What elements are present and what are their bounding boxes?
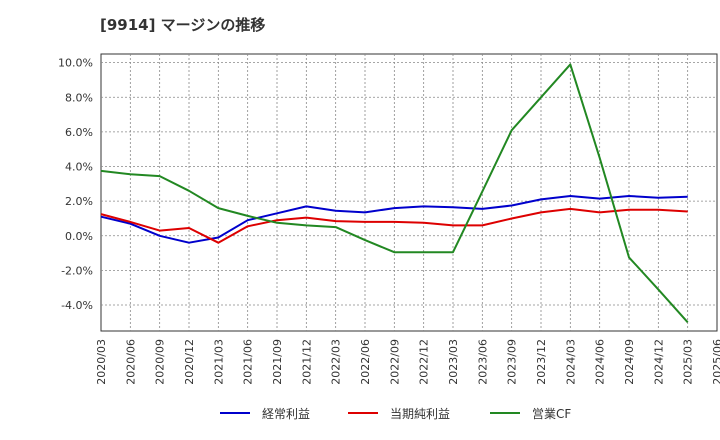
x-tick-label: 2021/12 [300, 339, 313, 385]
legend-label: 経常利益 [262, 407, 310, 421]
y-tick-label: 10.0% [58, 57, 93, 70]
x-tick-label: 2020/06 [124, 339, 137, 385]
legend-label: 営業CF [532, 407, 571, 421]
chart-title: [9914] マージンの推移 [100, 16, 266, 34]
x-tick-label: 2020/12 [183, 339, 196, 385]
x-tick-label: 2024/12 [652, 339, 665, 385]
x-tick-label: 2020/09 [154, 339, 167, 385]
x-tick-label: 2023/12 [535, 339, 548, 385]
x-tick-label: 2024/06 [594, 339, 607, 385]
x-tick-label: 2020/03 [95, 339, 108, 385]
series-line [100, 195, 688, 244]
x-tick-label: 2022/09 [388, 339, 401, 385]
series-line [100, 63, 689, 323]
x-tick-label: 2022/06 [359, 339, 372, 385]
series-line [100, 207, 688, 244]
x-tick-label: 2021/09 [271, 339, 284, 385]
x-tick-label: 2025/06 [711, 339, 720, 385]
x-tick-label: 2022/03 [330, 339, 343, 385]
y-tick-label: 2.0% [65, 195, 93, 208]
x-tick-label: 2024/03 [564, 339, 577, 385]
x-tick-label: 2025/03 [682, 339, 695, 385]
plot-area [100, 53, 718, 332]
x-tick-label: 2024/09 [623, 339, 636, 385]
y-tick-label: -2.0% [61, 264, 93, 277]
x-tick-label: 2022/12 [418, 339, 431, 385]
x-tick-label: 2023/06 [476, 339, 489, 385]
x-tick-label: 2021/03 [212, 339, 225, 385]
legend-label: 当期純利益 [390, 407, 450, 421]
y-tick-label: -4.0% [61, 299, 93, 312]
x-tick-label: 2023/03 [447, 339, 460, 385]
x-tick-label: 2021/06 [242, 339, 255, 385]
y-tick-label: 8.0% [65, 91, 93, 104]
y-tick-label: 4.0% [65, 161, 93, 174]
y-tick-label: 6.0% [65, 126, 93, 139]
x-tick-label: 2023/09 [506, 339, 519, 385]
y-tick-label: 0.0% [65, 230, 93, 243]
